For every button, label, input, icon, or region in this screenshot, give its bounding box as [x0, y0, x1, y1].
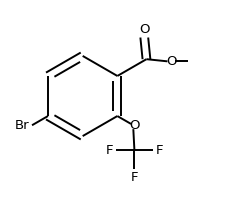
Text: F: F	[130, 171, 137, 184]
Text: O: O	[129, 119, 139, 132]
Text: F: F	[155, 144, 162, 157]
Text: F: F	[106, 144, 113, 157]
Text: O: O	[138, 23, 149, 36]
Text: O: O	[165, 55, 176, 68]
Text: Br: Br	[15, 119, 29, 132]
